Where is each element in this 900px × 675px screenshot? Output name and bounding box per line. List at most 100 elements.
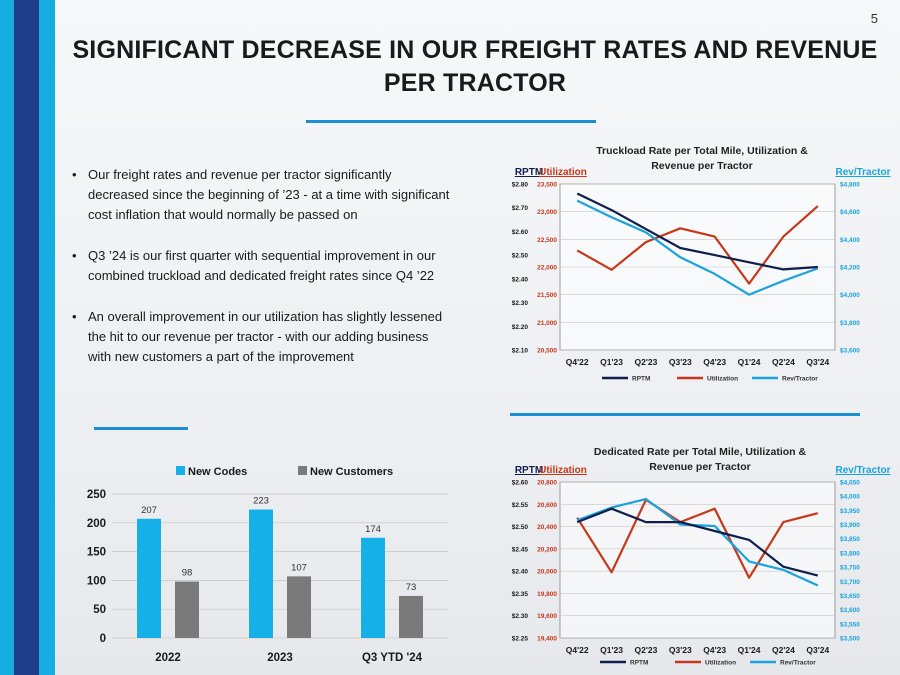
x-tick-label: Q4'23 (703, 645, 726, 655)
chart-title-line-2: Revenue per Tractor (649, 461, 751, 473)
utilization-tick-label: 19,800 (537, 591, 557, 598)
legend-new-customers-label: New Customers (310, 466, 393, 478)
utilization-tick-label: 20,200 (537, 546, 557, 553)
new-codes-bar (249, 509, 273, 638)
bar-category-label: 2022 (155, 652, 181, 664)
utilization-tick-label: 21,500 (537, 292, 557, 299)
rev-tractor-tick-label: $4,050 (840, 480, 860, 487)
rptm-tick-label: $2.50 (512, 253, 529, 260)
rev-tractor-axis-label: Rev/Tractor (835, 167, 890, 178)
page-number: 5 (870, 11, 878, 26)
legend-new-customers-swatch (298, 466, 307, 475)
line-chart-dedicated: Dedicated Rate per Total Mile, Utilizati… (512, 446, 891, 667)
utilization-axis-label: Utilization (539, 167, 587, 178)
bullet-list: Our freight rates and revenue per tracto… (70, 165, 450, 388)
new-customers-bar-value-label: 73 (406, 582, 417, 593)
new-codes-bar-value-label: 174 (365, 524, 381, 535)
x-tick-label: Q4'22 (566, 645, 589, 655)
utilization-tick-label: 20,600 (537, 502, 557, 509)
legend-rptm-label: RPTM (632, 376, 650, 383)
utilization-tick-label: 20,000 (537, 569, 557, 576)
rev-tractor-axis-label: Rev/Tractor (835, 465, 890, 476)
left-accent-band-dark (14, 0, 39, 675)
rptm-tick-label: $2.45 (512, 546, 529, 553)
utilization-line (576, 205, 819, 285)
rev-tractor-tick-label: $3,600 (840, 348, 860, 355)
legend-rev-tractor-label: Rev/Tractor (782, 376, 818, 383)
new-customers-bar (287, 576, 311, 638)
rev-tractor-tick-label: $4,000 (840, 292, 860, 299)
new-codes-bar (137, 518, 161, 638)
utilization-tick-label: 19,600 (537, 613, 557, 620)
chart-title-line-1: Truckload Rate per Total Mile, Utilizati… (596, 145, 808, 157)
x-tick-label: Q1'24 (738, 645, 761, 655)
dedicated-chart-divider (510, 413, 860, 416)
rptm-tick-label: $2.30 (512, 613, 529, 620)
rptm-tick-label: $2.60 (512, 229, 529, 236)
line-chart-truckload: Truckload Rate per Total Mile, Utilizati… (512, 145, 891, 383)
utilization-tick-label: 22,000 (537, 265, 557, 272)
rptm-tick-label: $2.30 (512, 300, 529, 307)
rev-tractor-tick-label: $3,950 (840, 508, 860, 515)
rev-tractor-tick-label: $3,800 (840, 320, 860, 327)
legend-new-codes-swatch (176, 466, 185, 475)
bar-y-tick-label: 50 (93, 604, 106, 616)
bar-y-tick-label: 0 (100, 633, 106, 645)
chart-title-line-1: Dedicated Rate per Total Mile, Utilizati… (594, 446, 807, 458)
legend-rev-tractor-label: Rev/Tractor (780, 660, 816, 667)
rptm-line (576, 507, 819, 577)
new-customers-bar-value-label: 98 (182, 568, 193, 579)
rptm-tick-label: $2.80 (512, 182, 529, 189)
bar-y-tick-label: 100 (87, 575, 106, 587)
rptm-tick-label: $2.55 (512, 502, 529, 509)
bar-chart-divider (94, 427, 188, 430)
rptm-axis-label: RPTM (515, 167, 543, 178)
rev-tractor-tick-label: $3,600 (840, 607, 860, 614)
rev-tractor-tick-label: $3,750 (840, 565, 860, 572)
rev-tractor-tick-label: $4,800 (840, 182, 860, 189)
bar-y-tick-label: 150 (87, 547, 106, 559)
new-codes-bar (361, 537, 385, 638)
rev-tractor-tick-label: $3,900 (840, 522, 860, 529)
x-tick-label: Q1'24 (738, 357, 761, 367)
rev-tractor-tick-label: $4,200 (840, 265, 860, 272)
title-underline (306, 120, 596, 123)
plot-area (559, 481, 836, 639)
utilization-tick-label: 23,000 (537, 209, 557, 216)
x-tick-label: Q4'22 (566, 357, 589, 367)
rptm-tick-label: $2.20 (512, 324, 529, 331)
rev-tractor-tick-label: $4,600 (840, 209, 860, 216)
utilization-tick-label: 19,400 (537, 636, 557, 643)
x-tick-label: Q3'23 (669, 357, 692, 367)
rev-tractor-line (576, 199, 819, 296)
legend-new-codes-label: New Codes (188, 466, 247, 478)
utilization-tick-label: 20,800 (537, 480, 557, 487)
rptm-tick-label: $2.40 (512, 569, 529, 576)
new-codes-bar-value-label: 223 (253, 496, 269, 507)
bar-category-label: 2023 (267, 652, 293, 664)
rptm-tick-label: $2.40 (512, 276, 529, 283)
utilization-axis-label: Utilization (539, 465, 587, 476)
x-tick-label: Q1'23 (600, 645, 623, 655)
utilization-tick-label: 22,500 (537, 237, 557, 244)
legend-utilization-label: Utilization (707, 376, 738, 383)
utilization-tick-label: 23,500 (537, 182, 557, 189)
legend-rptm-label: RPTM (630, 660, 648, 667)
x-tick-label: Q2'23 (635, 357, 658, 367)
rptm-tick-label: $2.25 (512, 636, 529, 643)
utilization-tick-label: 20,500 (537, 348, 557, 355)
rev-tractor-line (576, 497, 819, 587)
x-tick-label: Q1'23 (600, 357, 623, 367)
bullet-item: An overall improvement in our utilizatio… (70, 307, 450, 367)
slide-title: SIGNIFICANT DECREASE IN OUR FREIGHT RATE… (72, 36, 878, 97)
x-tick-label: Q2'23 (635, 645, 658, 655)
rptm-tick-label: $2.35 (512, 591, 529, 598)
x-tick-label: Q3'23 (669, 645, 692, 655)
x-tick-label: Q4'23 (703, 357, 726, 367)
left-accent-band-light-inner (39, 0, 55, 675)
bar-chart-new-codes-customers: 250 200 150 100 50 0 207 98 2022 223 107 2023 174 73 Q… (87, 466, 448, 664)
utilization-tick-label: 20,400 (537, 524, 557, 531)
chart-title-line-2: Revenue per Tractor (651, 160, 753, 172)
rptm-line (576, 192, 818, 271)
